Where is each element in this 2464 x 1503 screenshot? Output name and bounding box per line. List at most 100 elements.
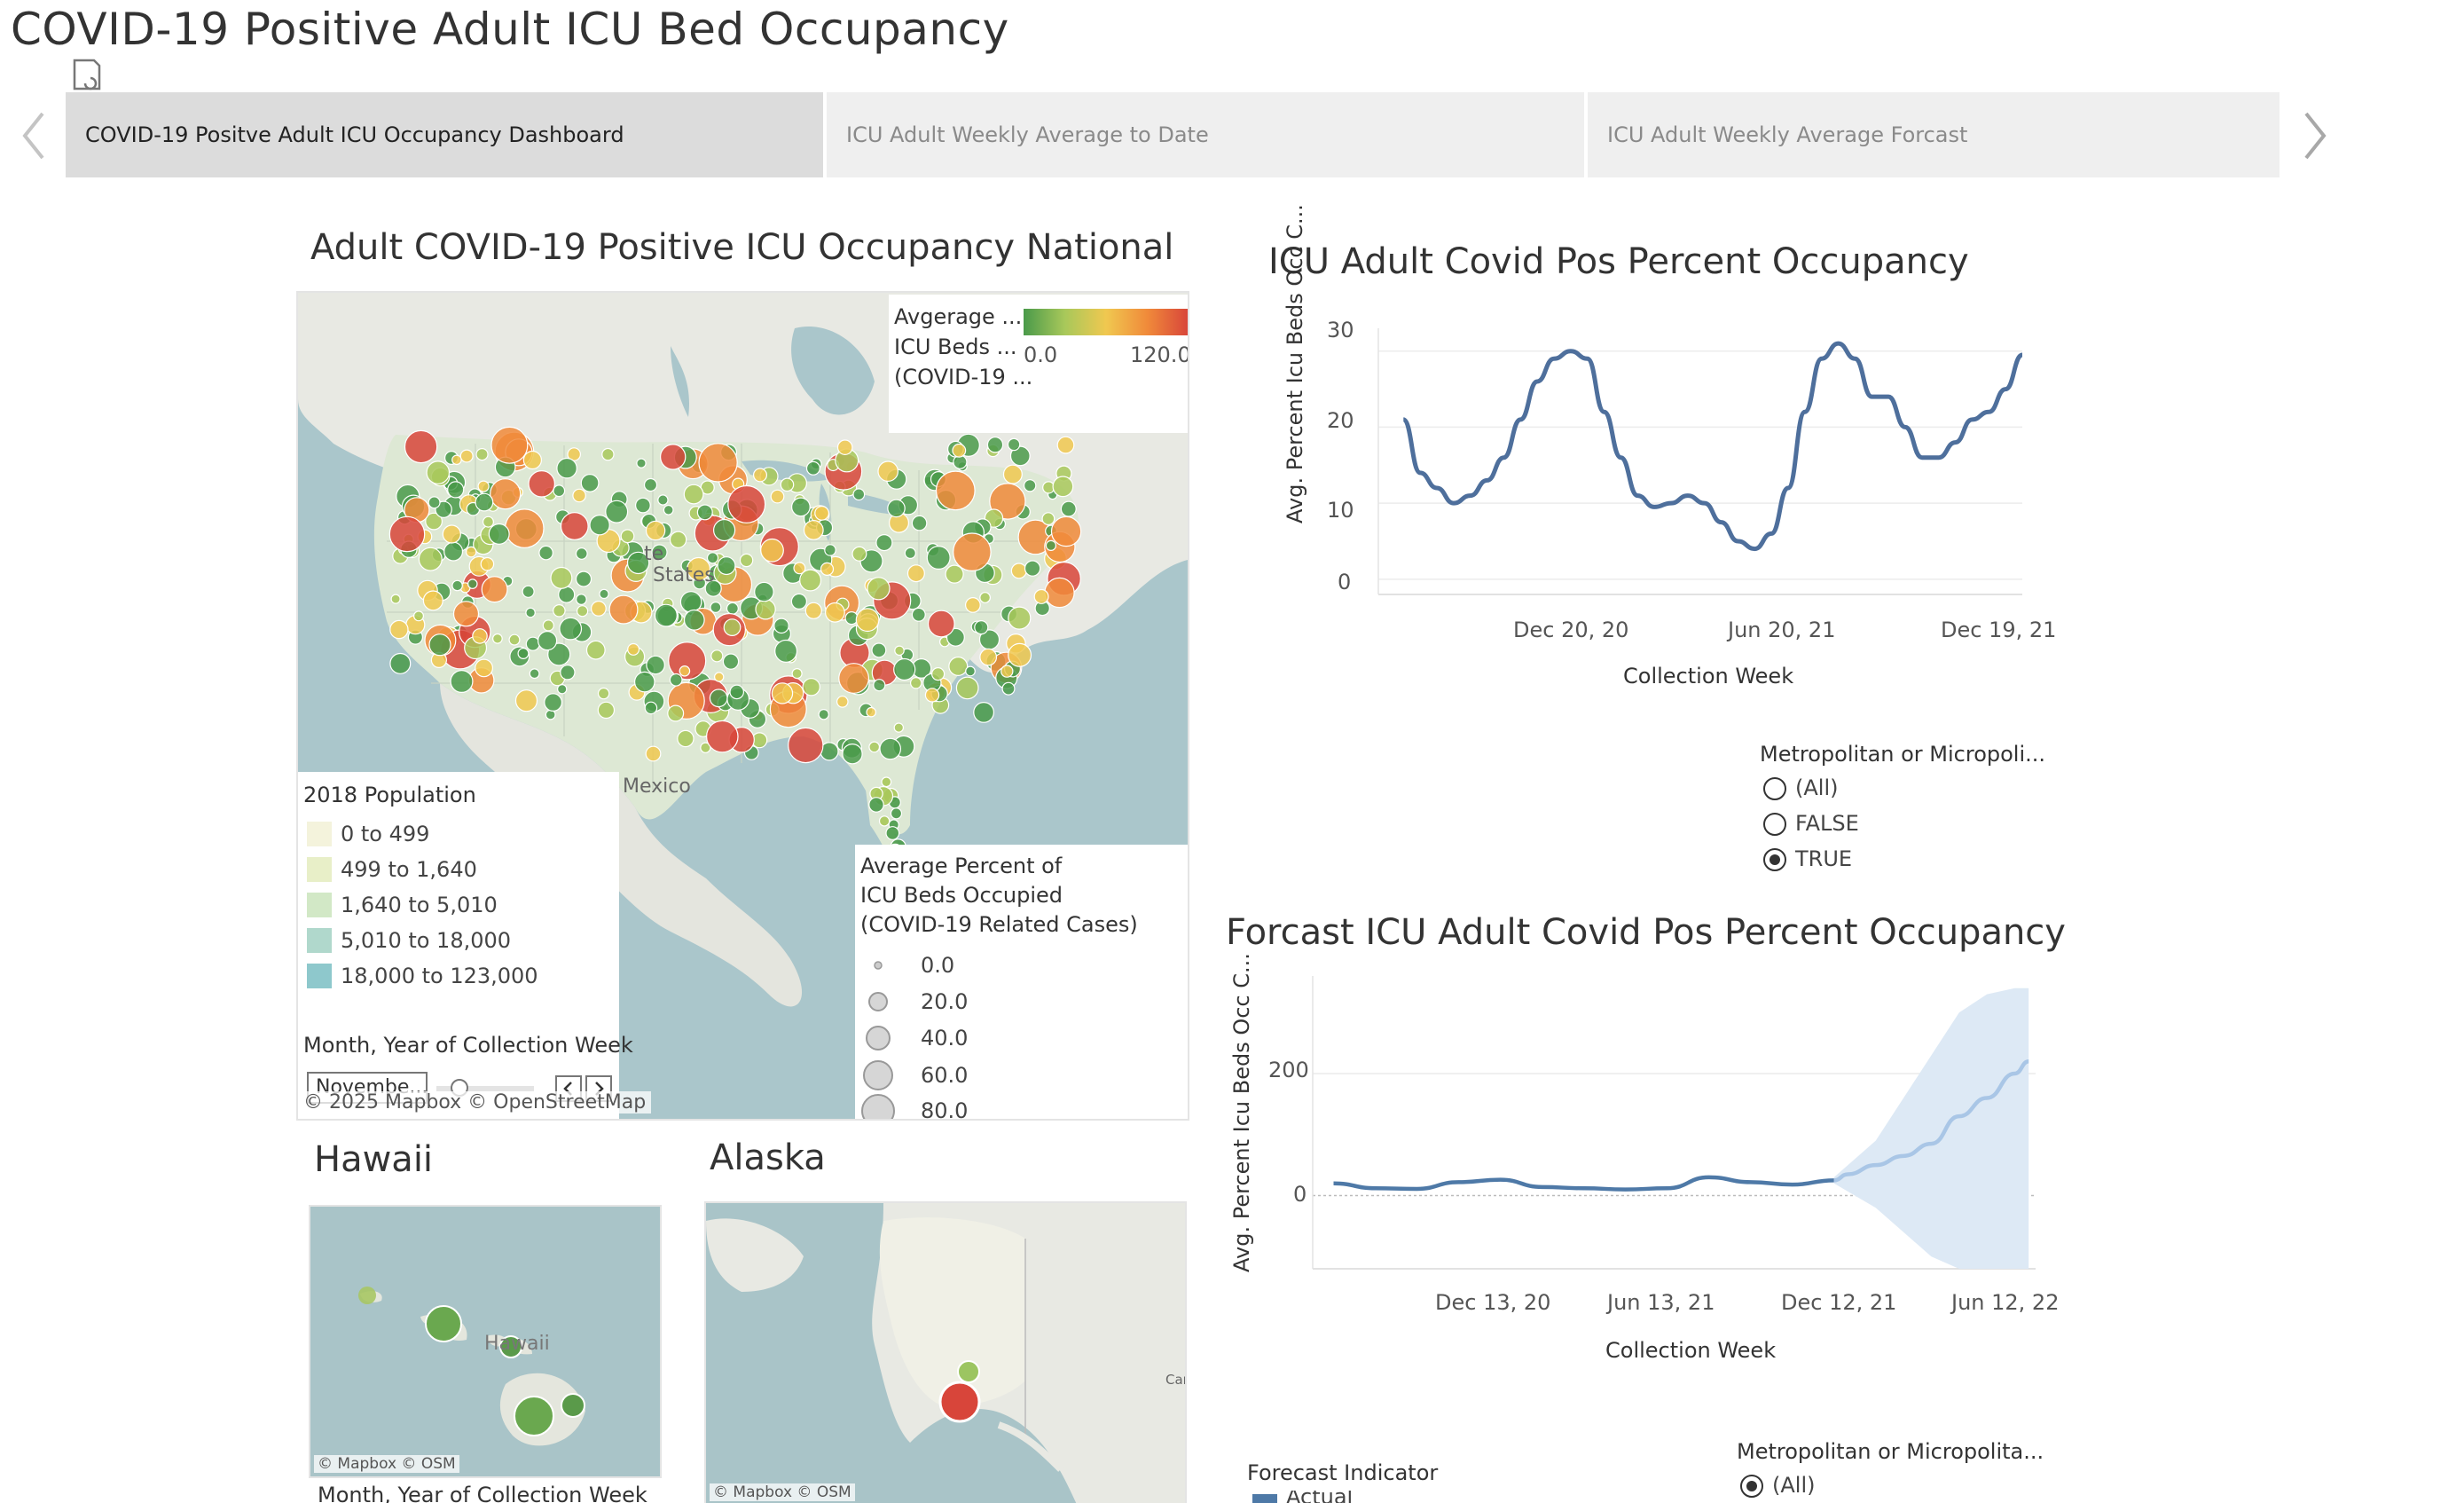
population-legend-item[interactable]: 5,010 to 18,000 (341, 928, 512, 953)
population-legend-item[interactable]: 18,000 to 123,000 (341, 964, 538, 988)
map-point (881, 776, 892, 788)
map-point (477, 480, 490, 492)
map-point (557, 684, 568, 695)
line-chart-xlabel: Collection Week (1623, 664, 1794, 689)
map-point (636, 458, 647, 468)
tab-weekly-average-to-date[interactable]: ICU Adult Weekly Average to Date (827, 92, 1584, 177)
map-point (894, 645, 905, 657)
line-chart-xtick: Jun 20, 21 (1728, 618, 1836, 642)
map-point (698, 443, 738, 483)
size-legend-circle (874, 961, 883, 970)
map-point (877, 460, 898, 482)
population-swatch (307, 964, 332, 988)
map-point (868, 741, 881, 753)
map-point (522, 450, 542, 470)
population-swatch (307, 928, 332, 953)
map-point (979, 648, 998, 666)
color-legend-title-line-3: (COVID-19 ... (894, 365, 1033, 390)
radio-label: (All) (1772, 1473, 1816, 1498)
map-label-states: States (653, 564, 715, 586)
color-legend-min: 0.0 (1024, 342, 1058, 367)
alaska-map[interactable]: Can © Mapbox © OSM (704, 1201, 1187, 1503)
map-point (852, 488, 866, 501)
forecast-band (1833, 988, 2029, 1269)
map-point (442, 524, 461, 544)
map-point (868, 797, 884, 813)
map-point (525, 636, 540, 651)
population-legend-item[interactable]: 0 to 499 (341, 822, 430, 846)
alaska-attribution[interactable]: © Mapbox © OSM (710, 1483, 855, 1501)
tab-weekly-average-forecast[interactable]: ICU Adult Weekly Average Forcast (1588, 92, 2280, 177)
radio-icon (1763, 777, 1786, 800)
forecast-chart-ytick: 200 (1268, 1058, 1309, 1082)
national-map[interactable]: te States Mexico Avgerage ... ICU Beds .… (296, 291, 1189, 1121)
map-point (505, 508, 545, 548)
map-point (550, 566, 573, 589)
map-point (911, 607, 926, 622)
revert-icon[interactable] (71, 57, 103, 92)
map-point (952, 443, 967, 458)
metro-filter-2-option-all[interactable]: (All) (1740, 1473, 1815, 1498)
map-point (459, 449, 474, 463)
map-points-layer (388, 426, 1082, 874)
month-slider-track[interactable] (436, 1086, 534, 1091)
population-swatch (307, 822, 332, 846)
map-point (452, 601, 480, 627)
map-point (910, 677, 922, 689)
population-legend-item[interactable]: 499 to 1,640 (341, 857, 477, 882)
map-point (706, 552, 719, 564)
map-point (522, 585, 535, 598)
map-point (771, 682, 794, 704)
hawaii-point (499, 1335, 522, 1358)
line-chart-ytick: 10 (1327, 498, 1354, 523)
map-label-mexico: Mexico (623, 775, 691, 798)
map-point (514, 689, 538, 712)
radio-label: (All) (1795, 775, 1839, 800)
map-point (490, 426, 529, 464)
population-legend-item[interactable]: 1,640 to 5,010 (341, 893, 498, 917)
map-point (1009, 445, 1031, 467)
map-point (544, 693, 563, 712)
line-chart-ytick: 20 (1327, 408, 1354, 433)
metro-filter-1-option-true[interactable]: TRUE (1763, 846, 1852, 871)
metro-filter-1-title: Metropolitan or Micropoli... (1760, 742, 2046, 767)
map-point (878, 815, 891, 827)
hawaii-map[interactable]: Hawaii © Mapbox © OSM (309, 1205, 662, 1478)
map-point (597, 701, 616, 720)
map-point (663, 504, 674, 515)
alaska-title: Alaska (710, 1137, 826, 1178)
forecast-chart[interactable] (1224, 967, 2111, 1322)
map-point (480, 556, 495, 571)
map-point (1010, 563, 1027, 579)
map-point (713, 518, 736, 542)
line-chart[interactable] (1242, 293, 2129, 665)
line-chart-xtick: Dec 19, 21 (1941, 618, 2057, 642)
map-point (790, 593, 808, 610)
map-point (645, 520, 666, 541)
map-point (443, 541, 464, 562)
map-point (450, 670, 474, 694)
map-point (825, 602, 845, 623)
metro-filter-1-option-false[interactable]: FALSE (1763, 811, 1859, 836)
map-point (425, 512, 443, 531)
radio-label: FALSE (1795, 811, 1859, 836)
tab-prev-arrow-icon[interactable] (16, 105, 51, 167)
color-legend: Avgerage ... ICU Beds ... (COVID-19 ... … (889, 295, 1188, 433)
map-point (428, 633, 451, 657)
map-point (635, 497, 651, 514)
map-attribution[interactable]: © 2025 Mapbox © OpenStreetMap (298, 1091, 652, 1113)
map-point (1008, 642, 1032, 667)
metro-filter-1-option-all[interactable]: (All) (1763, 775, 1838, 800)
map-point (418, 547, 443, 571)
forecast-legend-item[interactable]: Actual (1286, 1491, 1354, 1503)
tab-dashboard[interactable]: COVID-19 Positve Adult ICU Occupancy Das… (66, 92, 823, 177)
national-map-title: Adult COVID-19 Positive ICU Occupancy Na… (310, 227, 1174, 268)
radio-selected-icon (1740, 1475, 1763, 1498)
forecast-chart-ylabel: Avg. Percent Icu Beds Occ C... (1229, 953, 1254, 1272)
map-point (788, 727, 824, 764)
tab-next-arrow-icon[interactable] (2297, 105, 2333, 167)
map-point (887, 499, 906, 518)
hawaii-attribution[interactable]: © Mapbox © OSM (314, 1455, 459, 1473)
map-point (508, 633, 521, 646)
map-point (752, 468, 767, 483)
